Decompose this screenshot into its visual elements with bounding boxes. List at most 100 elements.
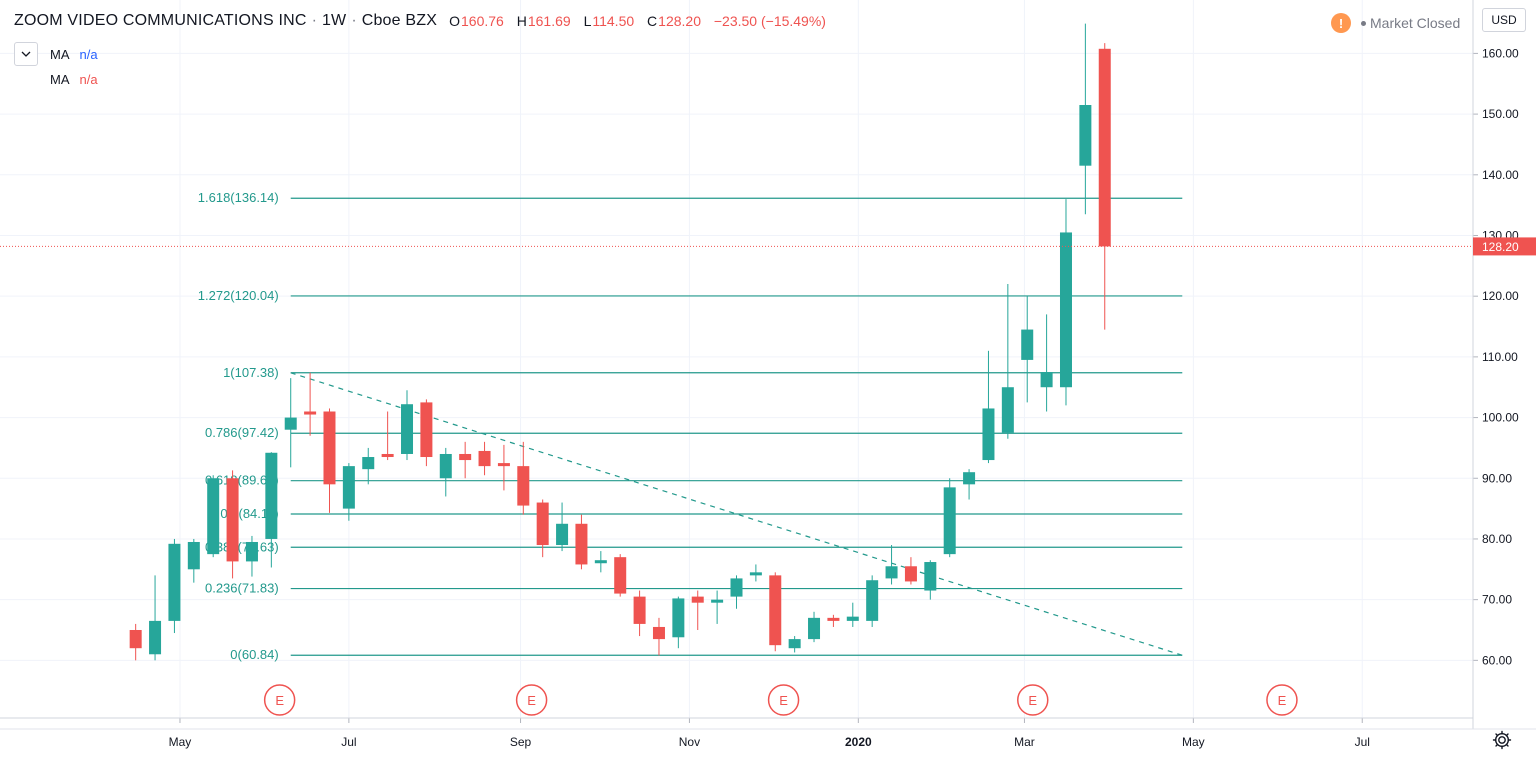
- candle-body: [1079, 104, 1092, 166]
- candle-body: [478, 450, 491, 467]
- y-tick-label: 90.00: [1482, 471, 1512, 485]
- earnings-marker[interactable]: E: [1266, 684, 1298, 716]
- candle-body: [1098, 48, 1111, 247]
- candle-body: [963, 472, 976, 485]
- indicator-label: MA: [50, 72, 70, 87]
- close-value: 128.20: [658, 13, 701, 29]
- candle: [866, 575, 879, 627]
- y-tick-label: 140.00: [1482, 168, 1519, 182]
- indicator-ma-2[interactable]: MA n/a: [50, 72, 98, 87]
- candle: [730, 575, 743, 609]
- candle: [963, 469, 976, 500]
- candle-body: [226, 478, 239, 562]
- y-tick-label: 160.00: [1482, 46, 1519, 60]
- earnings-marker[interactable]: E: [515, 684, 548, 716]
- candle-body: [885, 566, 898, 579]
- market-status[interactable]: ! Market Closed: [1331, 13, 1460, 33]
- candle: [749, 564, 762, 582]
- collapse-legend-button[interactable]: [14, 42, 38, 66]
- x-tick-label: 2020: [845, 735, 872, 749]
- earnings-label: E: [527, 693, 536, 708]
- candle-body: [866, 580, 879, 621]
- candle-body: [633, 596, 646, 624]
- candle: [827, 614, 840, 627]
- y-tick-label: 150.00: [1482, 107, 1519, 121]
- indicator-value: n/a: [79, 72, 98, 87]
- candle: [245, 535, 258, 577]
- candle-body: [730, 578, 743, 597]
- fib-level-label: 1(107.38): [223, 365, 279, 380]
- candle: [924, 560, 937, 600]
- earnings-circle: [263, 684, 296, 716]
- candle-body: [691, 596, 704, 603]
- candle-body: [497, 463, 510, 467]
- currency-button[interactable]: USD: [1482, 8, 1526, 32]
- fib-level-label: 1.618(136.14): [198, 190, 279, 205]
- candle: [149, 575, 162, 661]
- candle: [846, 602, 859, 627]
- candle: [1021, 296, 1034, 403]
- candle: [652, 617, 665, 656]
- y-tick-label: 120.00: [1482, 289, 1519, 303]
- candle-body: [459, 453, 472, 461]
- candle-body: [149, 620, 162, 655]
- candle-body: [982, 408, 995, 461]
- candle-body: [536, 502, 549, 546]
- warning-icon[interactable]: !: [1331, 13, 1351, 33]
- interval[interactable]: 1W: [321, 12, 347, 29]
- candle-body: [1059, 232, 1072, 388]
- candle-body: [362, 457, 375, 470]
- candle: [904, 557, 917, 585]
- candle: [594, 551, 607, 573]
- candle: [769, 572, 782, 652]
- candle-body: [846, 616, 859, 621]
- candle: [536, 499, 549, 558]
- candle: [459, 441, 472, 479]
- candle: [943, 478, 956, 558]
- last-price-badge: [1473, 237, 1536, 256]
- candle-body: [594, 560, 607, 564]
- fib-level-label: 0.236(71.83): [205, 581, 279, 596]
- candle-body: [788, 639, 801, 649]
- candle-body: [749, 572, 762, 576]
- candle-body: [265, 452, 278, 539]
- exchange: Cboe BZX: [361, 12, 438, 29]
- low-value: 114.50: [592, 13, 635, 29]
- earnings-marker[interactable]: E: [263, 684, 296, 716]
- change-value: −23.50 (−15.49%): [713, 13, 826, 29]
- fib-level-label: 0(60.84): [230, 647, 278, 662]
- low-label: L: [583, 13, 592, 29]
- gear-icon[interactable]: [1490, 728, 1514, 752]
- symbol-legend: ZOOM VIDEO COMMUNICATIONS INC · 1W · Cbo…: [14, 12, 835, 30]
- x-tick-label: May: [1182, 735, 1205, 749]
- candle: [982, 350, 995, 464]
- candle: [129, 623, 142, 661]
- candle-body: [168, 543, 181, 621]
- indicator-value: n/a: [79, 46, 98, 62]
- candle-body: [284, 417, 297, 430]
- high-label: H: [516, 13, 527, 29]
- candle: [226, 470, 239, 579]
- open-label: O: [449, 13, 460, 29]
- candle-body: [342, 466, 355, 509]
- candle-body: [187, 541, 200, 570]
- candle-body: [904, 566, 917, 582]
- symbol-name[interactable]: ZOOM VIDEO COMMUNICATIONS INC: [14, 12, 307, 29]
- earnings-label: E: [275, 693, 284, 708]
- candle-body: [827, 617, 840, 621]
- candle: [691, 590, 704, 630]
- fib-level-label: 1.272(120.04): [198, 288, 279, 303]
- earnings-marker[interactable]: E: [1017, 684, 1049, 716]
- earnings-marker[interactable]: E: [767, 684, 800, 716]
- candle-body: [1040, 372, 1053, 388]
- candle: [1059, 199, 1072, 406]
- candle: [885, 545, 898, 585]
- candle: [420, 399, 433, 467]
- candle-body: [323, 411, 336, 485]
- indicator-ma-1[interactable]: MA n/a: [14, 42, 98, 66]
- candle-body: [517, 466, 530, 506]
- earnings-circle: [1266, 684, 1298, 716]
- y-tick-label: 80.00: [1482, 532, 1512, 546]
- candle: [304, 372, 317, 436]
